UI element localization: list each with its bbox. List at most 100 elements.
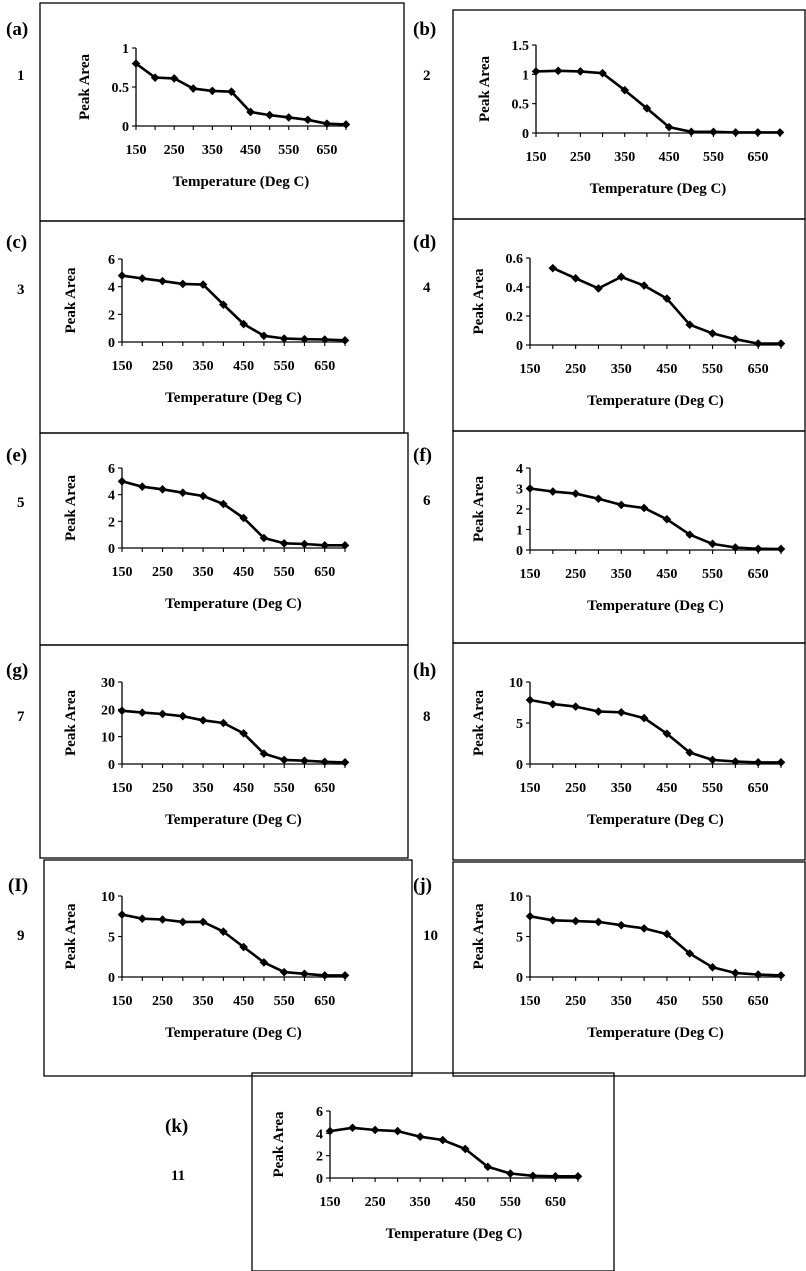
data-point-h [685, 748, 695, 757]
chart-d: 0 0.2 0.4 0.6 150 250 350 450 550 650 Temperature … [471, 252, 786, 409]
y-axis-title-b: Peak Area [477, 56, 493, 122]
data-point-i [137, 914, 147, 923]
x-tick-label-g: 350 [193, 781, 214, 796]
x-tick-label-f: 650 [748, 567, 769, 582]
y-axis-title-c: Peak Area [63, 267, 79, 333]
data-point-h [731, 757, 740, 766]
data-point-i [219, 927, 228, 936]
x-tick-label-a: 250 [164, 143, 185, 158]
data-point-i [320, 971, 330, 980]
x-axis-title-b: Temperature (Deg C) [590, 181, 727, 197]
data-point-a [265, 110, 274, 120]
data-point-j [662, 929, 672, 939]
data-point-h [639, 713, 649, 723]
x-tick-label-i: 550 [274, 994, 295, 1009]
y-tick-label-c: 0 [108, 336, 115, 351]
data-point-k [551, 1172, 560, 1181]
x-tick-label-g: 150 [112, 781, 133, 796]
data-point-i [300, 969, 309, 979]
data-point-f [548, 487, 558, 496]
x-tick-label-e: 350 [193, 565, 214, 580]
data-point-a [322, 119, 332, 128]
x-tick-label-h: 650 [748, 781, 769, 796]
data-point-c [279, 334, 289, 343]
data-point-a [131, 59, 141, 68]
data-point-f [776, 544, 786, 554]
data-point-d [639, 281, 649, 290]
data-point-g [219, 718, 228, 728]
data-point-k [528, 1171, 538, 1181]
x-tick-label-b: 350 [614, 150, 635, 165]
panel-frame-h [452, 642, 806, 861]
x-axis-title-j: Temperature (Deg C) [587, 1025, 724, 1041]
panel-letter-k: (k) [165, 1116, 188, 1137]
y-tick-label-b: 1.5 [512, 39, 530, 54]
y-tick-label-j: 5 [516, 931, 523, 946]
data-point-d [776, 339, 786, 348]
data-point-j [548, 916, 558, 925]
x-tick-label-k: 650 [545, 1195, 566, 1210]
data-point-h [594, 707, 603, 716]
chart-g: 0 10 20 30 150 250 350 450 550 650 Temperature (De… [63, 676, 350, 828]
data-point-a [208, 86, 217, 96]
panel-number-d: 4 [423, 280, 431, 296]
panel-number-g: 7 [17, 709, 25, 725]
panel-number-c: 3 [17, 282, 25, 298]
data-point-b [709, 127, 718, 137]
x-tick-label-d: 650 [748, 362, 769, 377]
data-point-a [169, 74, 179, 83]
series-line-h [529, 698, 781, 764]
data-point-d [662, 294, 672, 303]
x-tick-label-d: 250 [565, 362, 586, 377]
panel-number-j: 10 [423, 928, 438, 944]
x-tick-label-e: 250 [152, 565, 173, 580]
panel-number-a: 1 [17, 68, 25, 84]
data-point-f [662, 514, 672, 524]
x-tick-label-i: 650 [314, 994, 335, 1009]
x-tick-label-i: 250 [152, 994, 173, 1009]
x-tick-label-b: 650 [747, 150, 768, 165]
y-tick-label-k: 4 [316, 1127, 323, 1142]
x-tick-label-j: 650 [748, 994, 769, 1009]
data-point-j [708, 962, 717, 972]
x-axis-title-e: Temperature (Deg C) [165, 596, 302, 612]
x-tick-label-e: 550 [274, 565, 295, 580]
x-tick-label-k: 350 [410, 1195, 431, 1210]
data-point-j [639, 924, 649, 933]
y-tick-label-a: 0 [122, 120, 129, 135]
data-point-g [117, 706, 127, 715]
data-point-k [325, 1126, 335, 1136]
panel-number-k: 11 [171, 1168, 185, 1184]
y-tick-label-d: 0 [516, 339, 523, 354]
y-axis-title-e: Peak Area [63, 475, 79, 541]
data-point-e [198, 491, 208, 501]
y-tick-label-f: 0 [516, 544, 523, 559]
x-tick-label-b: 250 [570, 150, 591, 165]
panel-frame-i [43, 859, 413, 1077]
x-tick-label-f: 150 [520, 567, 541, 582]
x-tick-label-i: 350 [193, 994, 214, 1009]
y-tick-label-d: 0.6 [506, 252, 524, 267]
data-point-d [708, 329, 717, 338]
x-tick-label-k: 150 [320, 1195, 341, 1210]
data-point-e [158, 485, 167, 494]
data-point-f [753, 544, 763, 554]
y-tick-label-h: 10 [509, 676, 523, 691]
data-point-f [639, 503, 649, 513]
data-point-g [178, 711, 188, 721]
panel-number-f: 6 [423, 493, 431, 509]
panel-letter-e: (e) [6, 445, 27, 466]
data-point-a [246, 107, 255, 117]
data-point-h [776, 758, 786, 767]
panel-frames [39, 2, 806, 1271]
panel-letter-g: (g) [6, 660, 28, 681]
y-tick-label-e: 2 [108, 515, 115, 530]
y-axis-title-k: Peak Area [271, 1111, 287, 1177]
data-point-c [198, 280, 208, 289]
x-tick-label-j: 250 [565, 994, 586, 1009]
x-axis-title-f: Temperature (Deg C) [587, 598, 724, 614]
y-tick-label-k: 0 [316, 1172, 323, 1187]
y-tick-label-b: 0.5 [512, 98, 530, 113]
y-tick-label-e: 6 [108, 462, 115, 477]
